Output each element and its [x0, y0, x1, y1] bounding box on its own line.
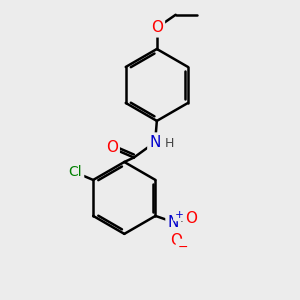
Text: −: −	[178, 241, 188, 254]
Text: N: N	[168, 214, 179, 230]
Text: H: H	[165, 137, 174, 150]
Text: +: +	[175, 209, 184, 220]
Text: O: O	[106, 140, 118, 155]
Text: O: O	[170, 233, 182, 248]
Text: O: O	[151, 20, 163, 35]
Text: O: O	[185, 211, 197, 226]
Text: Cl: Cl	[69, 165, 82, 179]
Text: N: N	[149, 135, 161, 150]
